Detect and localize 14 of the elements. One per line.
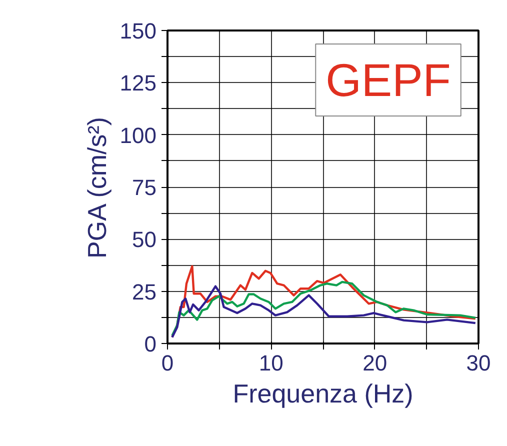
x-axis-title: Frequenza (Hz) <box>232 378 414 408</box>
y-tick-label: 150 <box>120 18 157 44</box>
x-tick-label: 20 <box>362 350 388 376</box>
y-tick-label: 0 <box>144 332 157 356</box>
y-axis-title: PGA (cm/s²) <box>82 116 112 258</box>
y-tick-label: 100 <box>120 122 157 148</box>
x-tick-label: 0 <box>161 350 174 376</box>
x-tick-label: 10 <box>258 350 284 376</box>
y-tick-label: 75 <box>132 175 157 200</box>
annotation: GEPF <box>326 54 451 106</box>
y-tick-label: 25 <box>132 279 157 304</box>
y-tick-label: 125 <box>120 70 157 96</box>
x-tick-label: 30 <box>466 350 491 376</box>
y-tick-label: 50 <box>132 227 157 252</box>
